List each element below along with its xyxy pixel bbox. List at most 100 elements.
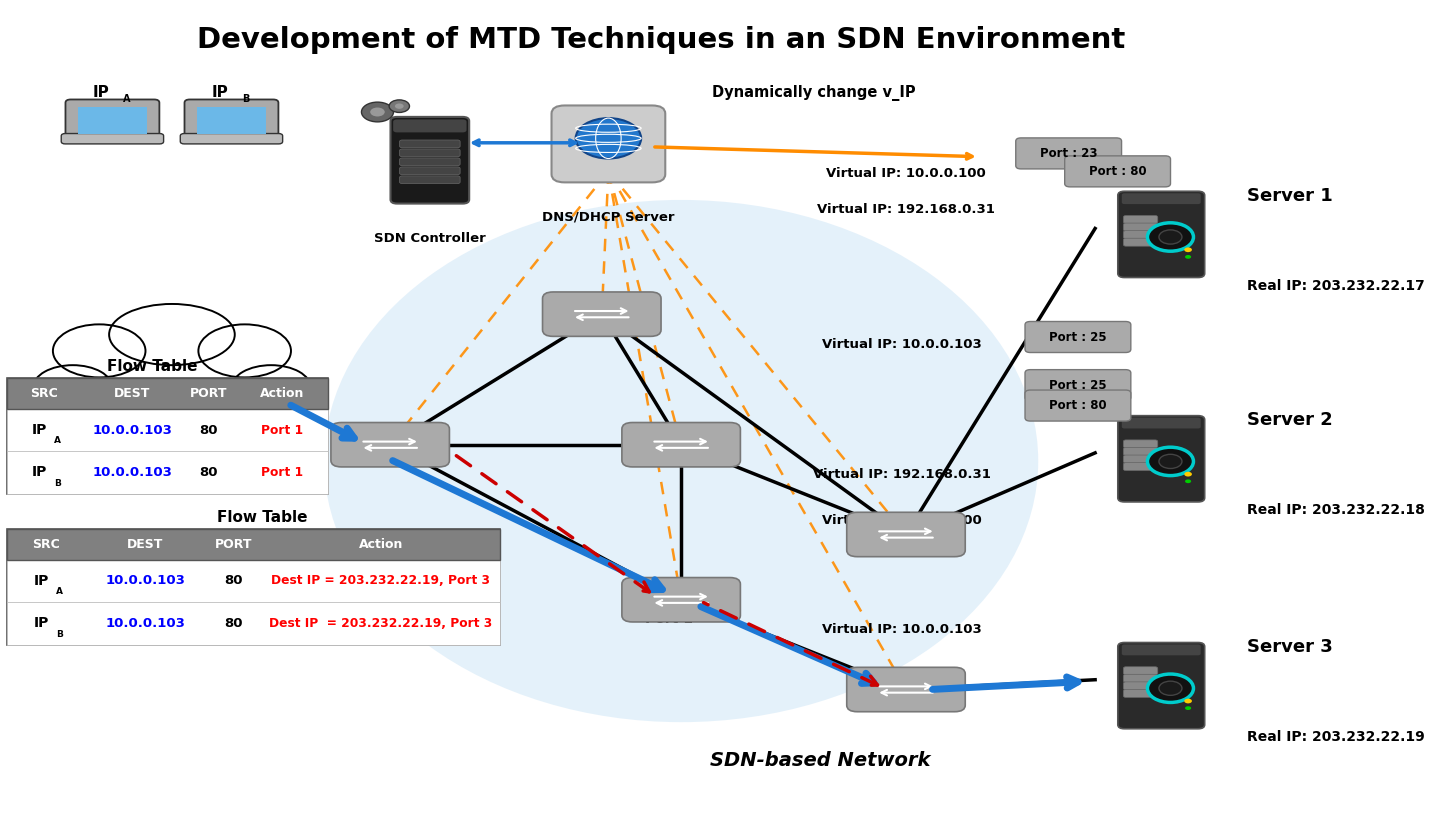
- Circle shape: [395, 104, 404, 109]
- FancyBboxPatch shape: [622, 578, 740, 622]
- Text: 80: 80: [200, 424, 218, 437]
- Text: Port : 80: Port : 80: [1049, 399, 1106, 412]
- Text: SDN Controller: SDN Controller: [374, 232, 486, 245]
- FancyBboxPatch shape: [1118, 415, 1204, 502]
- FancyBboxPatch shape: [622, 423, 740, 467]
- Text: SRC: SRC: [33, 538, 60, 551]
- Text: 80: 80: [224, 617, 243, 630]
- FancyBboxPatch shape: [399, 158, 460, 166]
- FancyBboxPatch shape: [78, 107, 147, 134]
- FancyBboxPatch shape: [1065, 156, 1171, 187]
- Text: IP: IP: [211, 85, 228, 100]
- FancyBboxPatch shape: [391, 117, 470, 203]
- FancyBboxPatch shape: [399, 140, 460, 148]
- Text: Dynamically change v_IP: Dynamically change v_IP: [711, 85, 915, 101]
- Text: Internet: Internet: [134, 391, 210, 409]
- Text: SRC: SRC: [30, 387, 57, 400]
- FancyBboxPatch shape: [66, 100, 160, 140]
- FancyBboxPatch shape: [1122, 418, 1201, 428]
- FancyBboxPatch shape: [399, 149, 460, 157]
- Text: Server 2: Server 2: [1247, 411, 1334, 429]
- Circle shape: [1160, 681, 1183, 695]
- Text: Virtual IP: 192.168.0.31: Virtual IP: 192.168.0.31: [818, 203, 994, 216]
- Text: A: A: [56, 587, 63, 596]
- Text: IP: IP: [32, 423, 47, 437]
- Text: Dest IP  = 203.232.22.19, Port 3: Dest IP = 203.232.22.19, Port 3: [269, 617, 493, 630]
- Text: Virtual IP: 10.0.0.103: Virtual IP: 10.0.0.103: [822, 623, 981, 636]
- FancyBboxPatch shape: [1122, 645, 1201, 655]
- Circle shape: [389, 100, 410, 113]
- FancyBboxPatch shape: [399, 167, 460, 175]
- Text: Port 1: Port 1: [260, 466, 303, 479]
- FancyBboxPatch shape: [7, 602, 500, 645]
- FancyBboxPatch shape: [846, 667, 966, 712]
- Text: Port 1: Port 1: [645, 611, 693, 626]
- FancyBboxPatch shape: [543, 292, 661, 336]
- Text: A: A: [55, 436, 60, 446]
- FancyBboxPatch shape: [1124, 455, 1158, 463]
- Text: Virtual IP: 10.0.0.100: Virtual IP: 10.0.0.100: [822, 514, 981, 527]
- FancyBboxPatch shape: [394, 119, 467, 132]
- Text: 10.0.0.103: 10.0.0.103: [92, 466, 172, 479]
- Circle shape: [1160, 455, 1183, 468]
- Circle shape: [1184, 698, 1191, 703]
- Text: Action: Action: [359, 538, 404, 551]
- FancyBboxPatch shape: [7, 560, 500, 602]
- Circle shape: [576, 118, 641, 158]
- Text: Flow Table: Flow Table: [106, 359, 197, 374]
- Text: Real IP: 203.232.22.18: Real IP: 203.232.22.18: [1247, 503, 1426, 517]
- Text: IP: IP: [33, 574, 49, 588]
- Text: Flow Table: Flow Table: [217, 510, 308, 525]
- Text: Real IP: 203.232.22.19: Real IP: 203.232.22.19: [1247, 730, 1426, 744]
- FancyBboxPatch shape: [846, 512, 966, 557]
- FancyBboxPatch shape: [1124, 447, 1158, 455]
- FancyBboxPatch shape: [62, 134, 164, 144]
- Ellipse shape: [53, 324, 145, 377]
- Ellipse shape: [109, 304, 234, 366]
- Circle shape: [1147, 674, 1194, 703]
- Ellipse shape: [33, 365, 112, 410]
- Text: IP: IP: [33, 616, 49, 631]
- Text: Virtual IP: 10.0.0.100: Virtual IP: 10.0.0.100: [826, 167, 986, 180]
- Text: Development of MTD Techniques in an SDN Environment: Development of MTD Techniques in an SDN …: [197, 26, 1125, 54]
- Text: Virtual IP: 10.0.0.103: Virtual IP: 10.0.0.103: [822, 338, 981, 351]
- FancyBboxPatch shape: [1124, 231, 1158, 238]
- FancyBboxPatch shape: [1025, 370, 1131, 401]
- FancyBboxPatch shape: [399, 176, 460, 184]
- Text: 80: 80: [224, 574, 243, 588]
- Ellipse shape: [198, 324, 290, 377]
- Text: Virtual IP: 192.168.0.31: Virtual IP: 192.168.0.31: [813, 468, 992, 481]
- Text: DEST: DEST: [128, 538, 164, 551]
- Text: Port 3: Port 3: [881, 701, 928, 716]
- Circle shape: [1147, 223, 1194, 251]
- FancyBboxPatch shape: [1124, 215, 1158, 224]
- Text: DEST: DEST: [114, 387, 151, 400]
- Circle shape: [1184, 472, 1191, 477]
- FancyBboxPatch shape: [1124, 667, 1158, 675]
- FancyBboxPatch shape: [7, 529, 500, 560]
- Text: Port : 25: Port : 25: [1049, 330, 1106, 344]
- Text: PORT: PORT: [190, 387, 227, 400]
- FancyBboxPatch shape: [7, 451, 328, 494]
- FancyBboxPatch shape: [1122, 193, 1201, 204]
- FancyBboxPatch shape: [1124, 463, 1158, 471]
- FancyBboxPatch shape: [1025, 322, 1131, 353]
- Text: Dest IP = 203.232.22.19, Port 3: Dest IP = 203.232.22.19, Port 3: [272, 574, 490, 588]
- Text: Port : 23: Port : 23: [1040, 147, 1098, 160]
- FancyBboxPatch shape: [1124, 238, 1158, 246]
- FancyBboxPatch shape: [1124, 223, 1158, 231]
- Text: B: B: [55, 478, 60, 488]
- Text: Port 1: Port 1: [260, 424, 303, 437]
- Text: 10.0.0.103: 10.0.0.103: [92, 424, 172, 437]
- Text: PORT: PORT: [214, 538, 251, 551]
- FancyBboxPatch shape: [1124, 440, 1158, 448]
- Text: Server 1: Server 1: [1247, 187, 1334, 205]
- Ellipse shape: [323, 200, 1039, 722]
- Text: Action: Action: [260, 387, 303, 400]
- Ellipse shape: [23, 400, 96, 441]
- Text: SDN-based Network: SDN-based Network: [710, 751, 930, 770]
- FancyBboxPatch shape: [552, 105, 665, 183]
- FancyBboxPatch shape: [1118, 642, 1204, 729]
- FancyBboxPatch shape: [331, 423, 450, 467]
- Circle shape: [1160, 230, 1183, 244]
